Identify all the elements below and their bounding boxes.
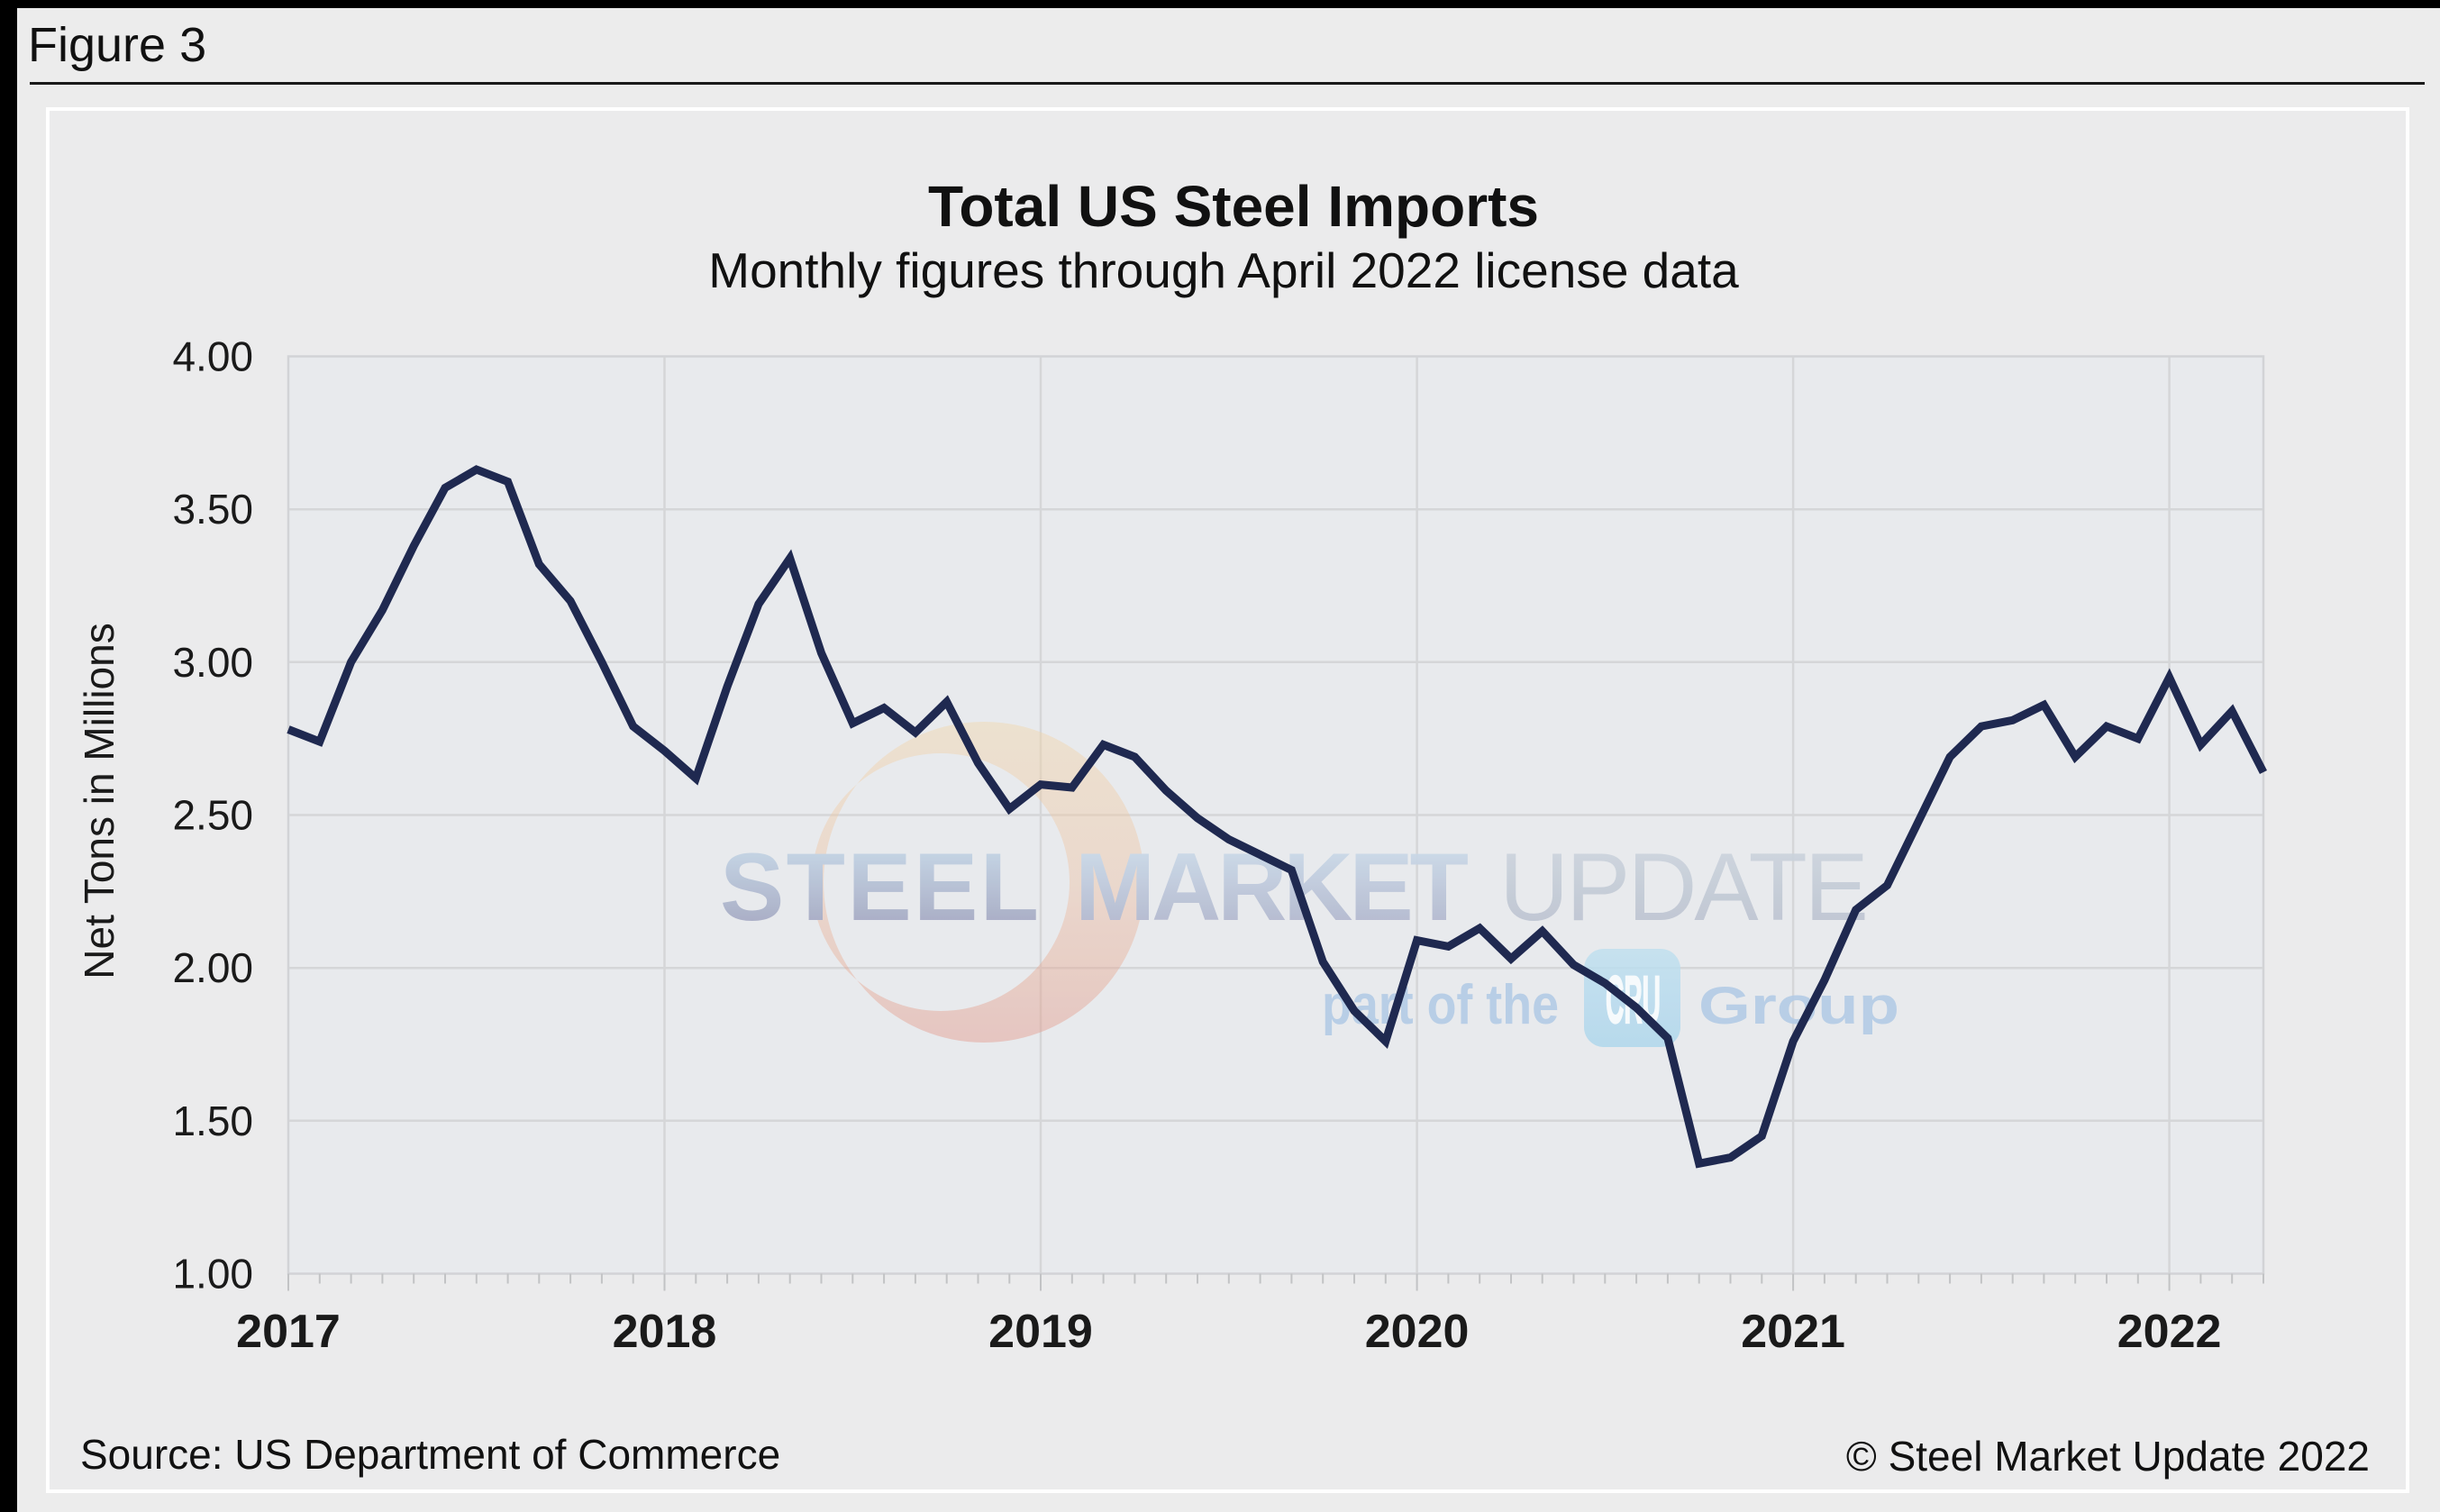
svg-text:CRU: CRU	[1606, 962, 1661, 1037]
svg-text:2.00: 2.00	[172, 944, 253, 991]
svg-text:part of the: part of the	[1322, 974, 1559, 1036]
svg-text:3.00: 3.00	[172, 639, 253, 686]
svg-text:Net Tons in Millions: Net Tons in Millions	[76, 623, 123, 979]
svg-text:1.00: 1.00	[172, 1251, 253, 1298]
svg-text:© Steel Market Update 2022: © Steel Market Update 2022	[1846, 1433, 2370, 1480]
svg-text:1.50: 1.50	[172, 1098, 253, 1144]
svg-text:MARKET: MARKET	[1075, 833, 1469, 941]
svg-text:Source: US Department of Comme: Source: US Department of Commerce	[80, 1431, 780, 1478]
svg-text:Monthly figures through April: Monthly figures through April 2022 licen…	[708, 242, 1739, 298]
svg-text:4.00: 4.00	[172, 333, 253, 380]
svg-text:3.50: 3.50	[172, 486, 253, 533]
svg-text:2018: 2018	[613, 1306, 717, 1358]
svg-text:2021: 2021	[1741, 1306, 1845, 1358]
svg-text:2017: 2017	[236, 1306, 341, 1358]
svg-text:2019: 2019	[988, 1306, 1093, 1358]
svg-text:2.50: 2.50	[172, 792, 253, 839]
svg-text:2022: 2022	[2117, 1306, 2222, 1358]
svg-text:Total US Steel Imports: Total US Steel Imports	[928, 174, 1539, 239]
svg-text:STEEL: STEEL	[720, 833, 1039, 941]
svg-text:UPDATE: UPDATE	[1499, 833, 1869, 941]
svg-text:2020: 2020	[1365, 1306, 1470, 1358]
svg-text:Figure 3: Figure 3	[28, 18, 206, 72]
